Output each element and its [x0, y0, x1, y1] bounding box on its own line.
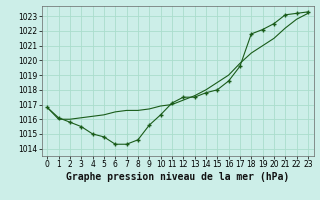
X-axis label: Graphe pression niveau de la mer (hPa): Graphe pression niveau de la mer (hPa) — [66, 172, 289, 182]
